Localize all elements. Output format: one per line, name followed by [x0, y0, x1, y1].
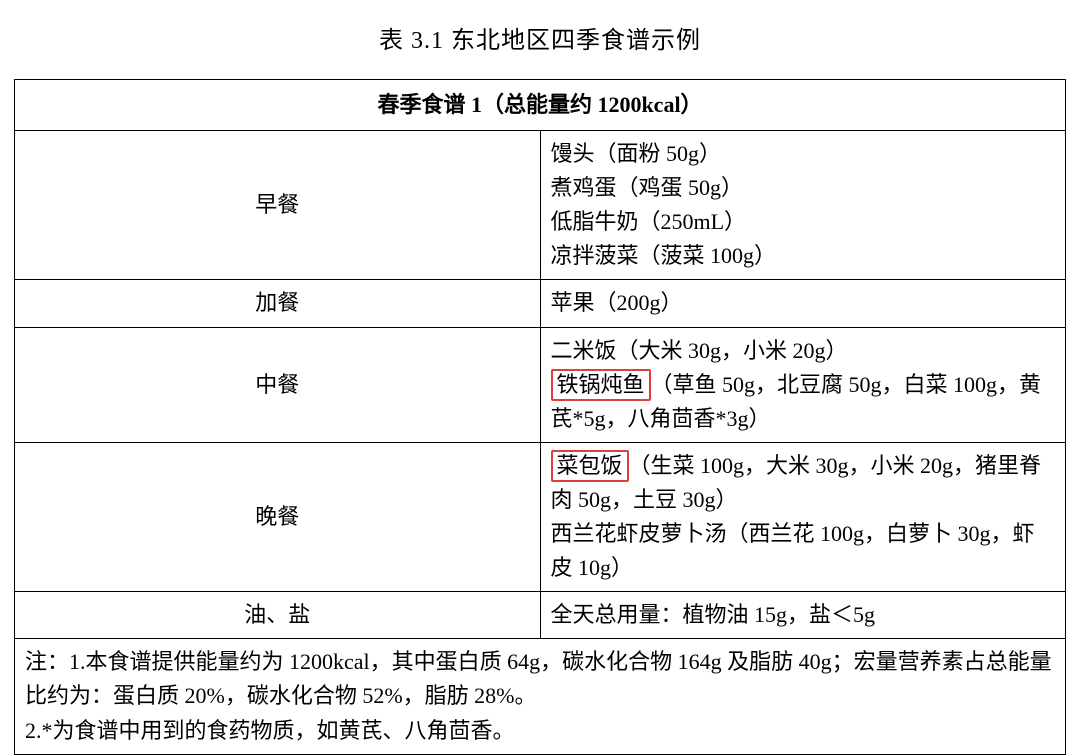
line-post: 凉拌菠菜（菠菜 100g） [551, 243, 777, 268]
meal-label: 晚餐 [15, 442, 541, 591]
table-row: 加餐苹果（200g） [15, 280, 1066, 327]
table-caption: 表 3.1 东北地区四季食谱示例 [14, 20, 1066, 55]
meal-content: 馒头（面粉 50g） 煮鸡蛋（鸡蛋 50g） 低脂牛奶（250mL） 凉拌菠菜（菠菜 … [540, 131, 1066, 280]
table-row: 中餐二米饭（大米 30g，小米 20g） 铁锅炖鱼（草鱼 50g，北豆腐 50g，… [15, 327, 1066, 442]
meal-content: 苹果（200g） [540, 280, 1066, 327]
line-post: 二米饭（大米 30g，小米 20g） [551, 338, 848, 363]
meal-line: 全天总用量：植物油 15g，盐＜5g [551, 598, 1056, 632]
table-row: 油、盐全天总用量：植物油 15g，盐＜5g [15, 592, 1066, 639]
table-notes: 注：1.本食谱提供能量约为 1200kcal，其中蛋白质 64g，碳水化合物 1… [15, 639, 1066, 754]
line-post: 低脂牛奶（250mL） [551, 209, 747, 234]
meal-label: 油、盐 [15, 592, 541, 639]
meal-line: 西兰花虾皮萝卜汤（西兰花 100g，白萝卜 30g，虾皮 10g） [551, 517, 1056, 585]
line-post: 馒头（面粉 50g） [551, 141, 722, 166]
meal-line: 菜包饭（生菜 100g，大米 30g，小米 20g，猪里脊肉 50g，土豆 30… [551, 449, 1056, 517]
table-row: 早餐馒头（面粉 50g） 煮鸡蛋（鸡蛋 50g） 低脂牛奶（250mL） 凉拌菠菜（菠… [15, 131, 1066, 280]
table-header-row: 春季食谱 1（总能量约 1200kcal） [15, 80, 1066, 131]
note-line: 2.*为食谱中用到的食药物质，如黄芪、八角茴香。 [25, 714, 1055, 748]
line-post: 西兰花虾皮萝卜汤（西兰花 100g，白萝卜 30g，虾皮 10g） [551, 521, 1035, 580]
meal-line: 凉拌菠菜（菠菜 100g） [551, 239, 1056, 273]
table-row: 晚餐菜包饭（生菜 100g，大米 30g，小米 20g，猪里脊肉 50g，土豆 … [15, 442, 1066, 591]
table-notes-row: 注：1.本食谱提供能量约为 1200kcal，其中蛋白质 64g，碳水化合物 1… [15, 639, 1066, 754]
meal-line: 煮鸡蛋（鸡蛋 50g） [551, 171, 1056, 205]
highlighted-term: 铁锅炖鱼 [551, 369, 651, 402]
meal-line: 二米饭（大米 30g，小米 20g） [551, 334, 1056, 368]
meal-line: 铁锅炖鱼（草鱼 50g，北豆腐 50g，白菜 100g，黄芪*5g，八角茴香*3… [551, 368, 1056, 436]
meal-line: 馒头（面粉 50g） [551, 137, 1056, 171]
recipe-table: 春季食谱 1（总能量约 1200kcal） 早餐馒头（面粉 50g） 煮鸡蛋（鸡蛋… [14, 79, 1066, 755]
note-line: 注：1.本食谱提供能量约为 1200kcal，其中蛋白质 64g，碳水化合物 1… [25, 645, 1055, 713]
meal-label: 中餐 [15, 327, 541, 442]
meal-content: 菜包饭（生菜 100g，大米 30g，小米 20g，猪里脊肉 50g，土豆 30… [540, 442, 1066, 591]
meal-line: 低脂牛奶（250mL） [551, 205, 1056, 239]
meal-line: 苹果（200g） [551, 286, 1056, 320]
meal-content: 二米饭（大米 30g，小米 20g） 铁锅炖鱼（草鱼 50g，北豆腐 50g，白菜… [540, 327, 1066, 442]
line-post: 煮鸡蛋（鸡蛋 50g） [551, 175, 744, 200]
meal-label: 加餐 [15, 280, 541, 327]
meal-content: 全天总用量：植物油 15g，盐＜5g [540, 592, 1066, 639]
line-post: 苹果（200g） [551, 290, 683, 315]
meal-label: 早餐 [15, 131, 541, 280]
highlighted-term: 菜包饭 [551, 450, 629, 483]
table-title: 春季食谱 1（总能量约 1200kcal） [15, 80, 1066, 131]
line-post: 全天总用量：植物油 15g，盐＜5g [551, 602, 876, 627]
